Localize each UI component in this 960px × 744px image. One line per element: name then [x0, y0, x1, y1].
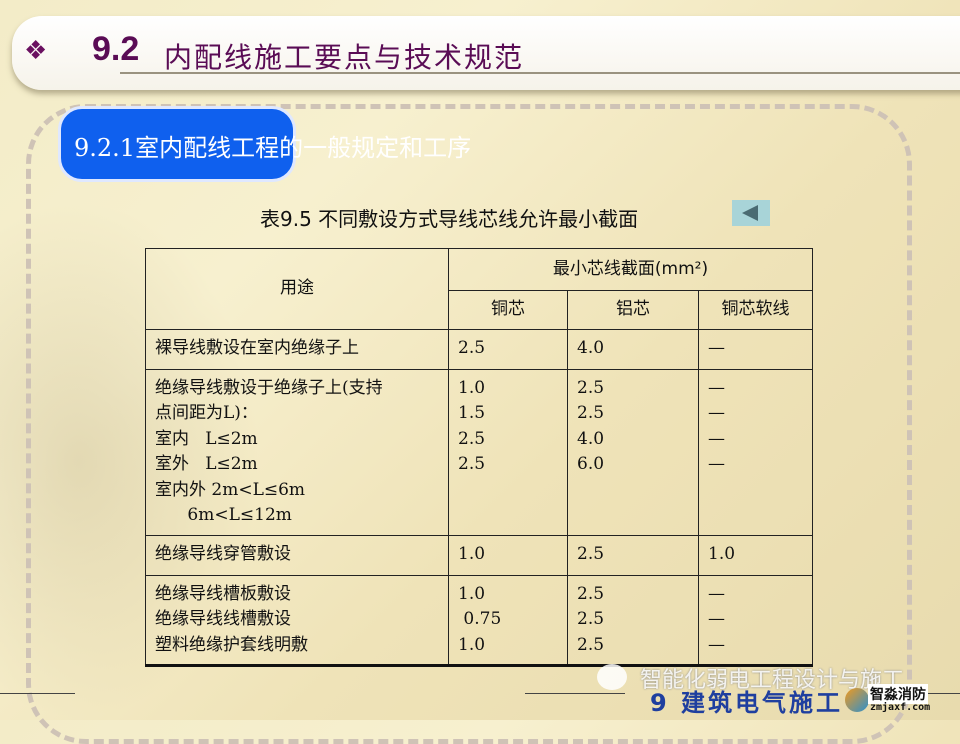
wechat-icon	[597, 664, 627, 690]
title-underline	[120, 72, 960, 74]
cell-usage: 绝缘导线穿管敷设	[145, 534, 449, 576]
header-usage: 用途	[145, 248, 449, 330]
table-row: 绝缘导线槽板敷设 绝缘导线线槽敷设 塑料绝缘护套线明敷 1.0 0.75 1.0…	[145, 574, 813, 666]
cell-al: 2.5 2.5 4.0 6.0	[567, 368, 699, 536]
cell-cu: 1.0 0.75 1.0	[448, 574, 568, 666]
table-caption: 表9.5 不同敷设方式导线芯线允许最小截面	[260, 207, 639, 231]
cell-usage: 绝缘导线敷设于绝缘子上(支持 点间距为L)： 室内 L≤2m 室外 L≤2m 室…	[145, 368, 449, 536]
cell-al: 4.0	[567, 328, 699, 370]
header-copper: 铜芯	[448, 290, 568, 330]
logo-url: zmjaxf.com	[870, 702, 931, 713]
diamond-bullet-icon: ❖	[24, 36, 48, 66]
cell-usage: 绝缘导线槽板敷设 绝缘导线线槽敷设 塑料绝缘护套线明敷	[145, 574, 449, 666]
header-aluminum: 铝芯	[567, 290, 699, 330]
cell-soft: — — — —	[698, 368, 813, 536]
title-bar	[12, 16, 960, 90]
footer-line-right	[920, 693, 960, 694]
logo-name: 智淼消防	[868, 684, 928, 704]
header-group: 最小芯线截面(mm²)	[448, 248, 813, 291]
cell-soft: —	[698, 328, 813, 370]
cell-soft: — — —	[698, 574, 813, 666]
footer-line-left	[0, 693, 75, 694]
min-cross-section-table: 用途 最小芯线截面(mm²) 铜芯 铝芯 铜芯软线 裸导线敷设在室内绝缘子上 2…	[145, 248, 813, 667]
logo-icon	[845, 688, 869, 712]
cell-al: 2.5 2.5 2.5	[567, 574, 699, 666]
footer-line-mid	[525, 693, 625, 694]
cell-cu: 1.0	[448, 534, 568, 576]
header-copper-flex: 铜芯软线	[698, 290, 813, 330]
table-row: 绝缘导线敷设于绝缘子上(支持 点间距为L)： 室内 L≤2m 室外 L≤2m 室…	[145, 368, 813, 536]
cell-al: 2.5	[567, 534, 699, 576]
watermark: 智能化弱电工程设计与施工	[640, 668, 905, 693]
back-triangle-icon[interactable]	[732, 200, 770, 226]
subsection-banner	[58, 106, 296, 182]
chapter-footer: 9 建筑电气施工	[650, 689, 844, 717]
cell-usage: 裸导线敷设在室内绝缘子上	[145, 328, 449, 370]
cell-cu: 1.0 1.5 2.5 2.5	[448, 368, 568, 536]
cell-cu: 2.5	[448, 328, 568, 370]
cell-soft: 1.0	[698, 534, 813, 576]
subsection-title: 9.2.1室内配线工程的一般规定和工序	[74, 134, 472, 162]
table-row: 裸导线敷设在室内绝缘子上 2.5 4.0 —	[145, 328, 813, 370]
section-number: 9.2	[92, 30, 140, 68]
table-row: 绝缘导线穿管敷设 1.0 2.5 1.0	[145, 534, 813, 576]
page-title: 内配线施工要点与技术规范	[164, 41, 525, 74]
